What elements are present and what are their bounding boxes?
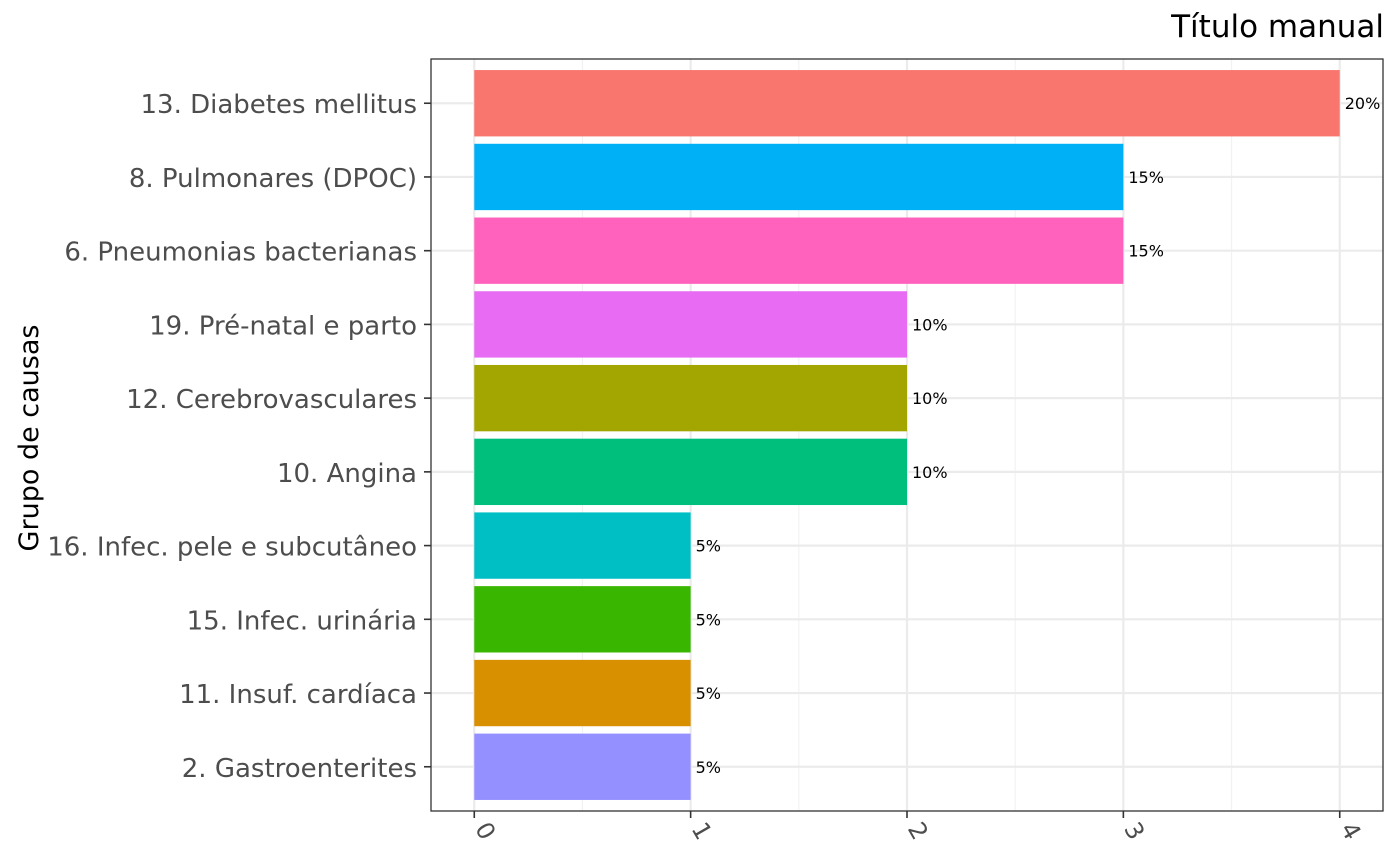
- bars: [474, 70, 1340, 800]
- bar: [474, 512, 691, 579]
- y-tick-label: 6. Pneumonias bacterianas: [64, 238, 417, 268]
- chart-title: Título manual: [1170, 9, 1384, 45]
- x-tick-label: 1: [686, 817, 718, 844]
- data-label: 15%: [1128, 242, 1164, 261]
- data-labels: 20% 15% 15% 10% 10% 10% 5% 5% 5% 5%: [696, 94, 1381, 777]
- y-tick-label: 19. Pré-natal e parto: [149, 311, 417, 341]
- x-tick-label: 3: [1118, 817, 1150, 844]
- y-axis: 13. Diabetes mellitus 8. Pulmonares (DPOC…: [47, 90, 431, 784]
- data-label: 15%: [1128, 168, 1164, 187]
- bar: [474, 438, 907, 506]
- x-tick-label: 4: [1335, 817, 1367, 844]
- bar: [474, 70, 1340, 137]
- data-label: 5%: [696, 758, 721, 777]
- data-label: 20%: [1345, 94, 1381, 113]
- x-axis: 0 1 2 3 4: [469, 811, 1367, 845]
- y-tick-label: 2. Gastroenterites: [182, 754, 417, 784]
- y-axis-label: Grupo de causas: [14, 325, 45, 552]
- y-tick-label: 11. Insuf. cardíaca: [179, 680, 417, 710]
- y-tick-label: 13. Diabetes mellitus: [140, 90, 417, 120]
- bar: [474, 733, 691, 800]
- bar: [474, 586, 691, 653]
- data-label: 5%: [696, 610, 721, 629]
- bar: [474, 143, 1124, 211]
- bar: [474, 291, 907, 358]
- y-tick-label: 12. Cerebrovasculares: [126, 385, 417, 415]
- bar: [474, 364, 907, 432]
- y-tick-label: 16. Infec. pele e subcutâneo: [47, 533, 417, 563]
- data-label: 10%: [912, 389, 948, 408]
- data-label: 10%: [912, 315, 948, 334]
- y-tick-label: 15. Infec. urinária: [187, 606, 417, 636]
- bar: [474, 217, 1124, 284]
- x-tick-label: 0: [469, 817, 501, 844]
- bar: [474, 659, 691, 727]
- x-tick-label: 2: [902, 817, 934, 844]
- data-label: 5%: [696, 537, 721, 556]
- data-label: 10%: [912, 463, 948, 482]
- data-label: 5%: [696, 684, 721, 703]
- y-tick-label: 8. Pulmonares (DPOC): [129, 164, 417, 194]
- y-tick-label: 10. Angina: [277, 459, 417, 489]
